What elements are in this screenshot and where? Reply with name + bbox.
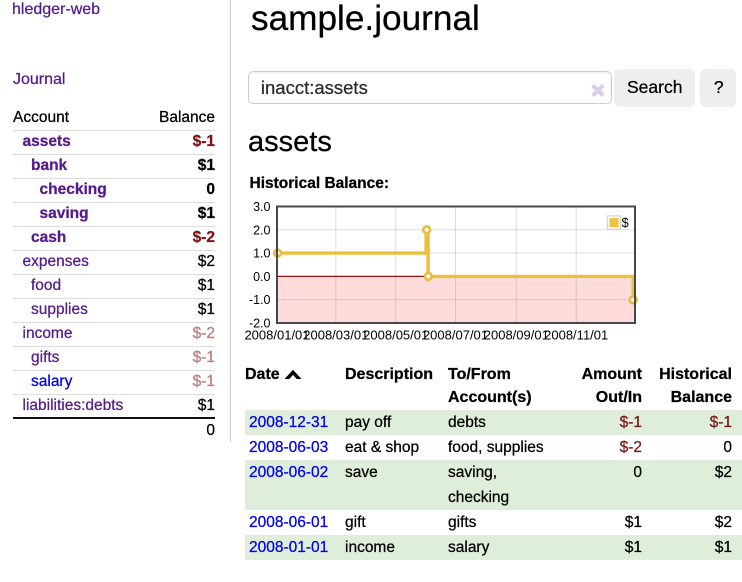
- svg-text:2008/07/01: 2008/07/01: [423, 327, 488, 342]
- svg-text:2008/09/01: 2008/09/01: [484, 327, 549, 342]
- svg-text:2008/05/01: 2008/05/01: [363, 327, 428, 342]
- svg-text:3.0: 3.0: [253, 200, 270, 214]
- svg-text:-1.0: -1.0: [249, 293, 271, 307]
- svg-text:2008/03/01: 2008/03/01: [303, 327, 368, 342]
- svg-text:$: $: [622, 215, 630, 230]
- svg-text:2008/01/01: 2008/01/01: [244, 327, 309, 342]
- svg-text:2008/11/01: 2008/11/01: [544, 327, 608, 342]
- svg-text:-2.0: -2.0: [249, 317, 271, 331]
- svg-text:2.0: 2.0: [253, 223, 270, 237]
- svg-text:0.0: 0.0: [253, 270, 270, 284]
- svg-text:1.0: 1.0: [253, 247, 270, 261]
